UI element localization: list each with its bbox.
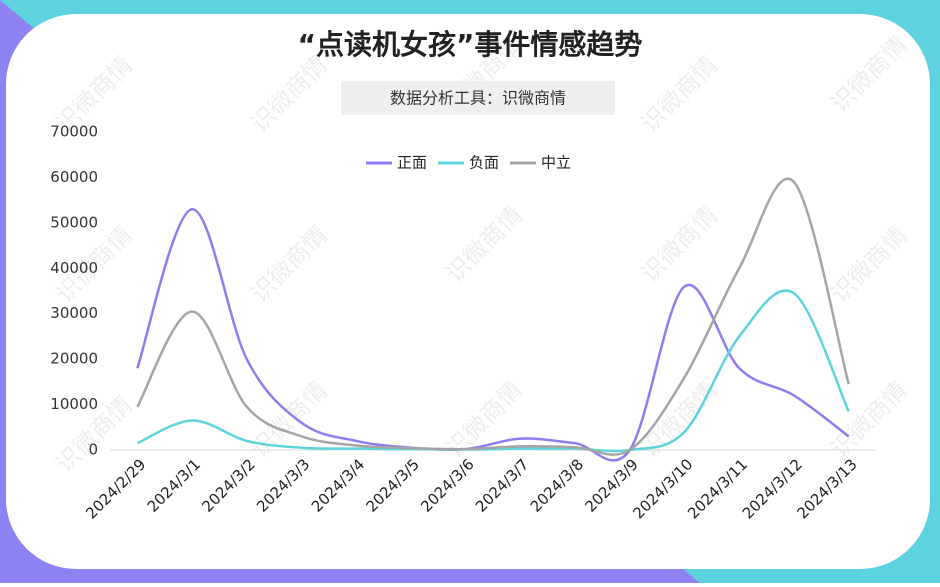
chart-title: “点读机女孩”事件情感趋势	[298, 28, 643, 61]
subtitle: 数据分析工具：识微商情	[390, 89, 566, 108]
y-tick-label: 10000	[50, 395, 98, 413]
y-tick-label: 60000	[50, 168, 98, 186]
y-tick-label: 40000	[50, 259, 98, 277]
y-tick-label: 0	[88, 441, 98, 459]
line-series	[136, 207, 850, 462]
y-tick-label: 30000	[50, 304, 98, 322]
y-tick-label: 50000	[50, 213, 98, 231]
panel	[6, 14, 930, 569]
legend-label: 中立	[541, 154, 571, 172]
y-tick-label: 20000	[50, 350, 98, 368]
subtitle-box	[341, 81, 615, 115]
legend-label: 负面	[469, 154, 499, 172]
line-series	[136, 289, 850, 453]
legend-label: 正面	[397, 154, 427, 172]
line-series	[136, 177, 850, 456]
y-tick-label: 70000	[50, 123, 98, 141]
